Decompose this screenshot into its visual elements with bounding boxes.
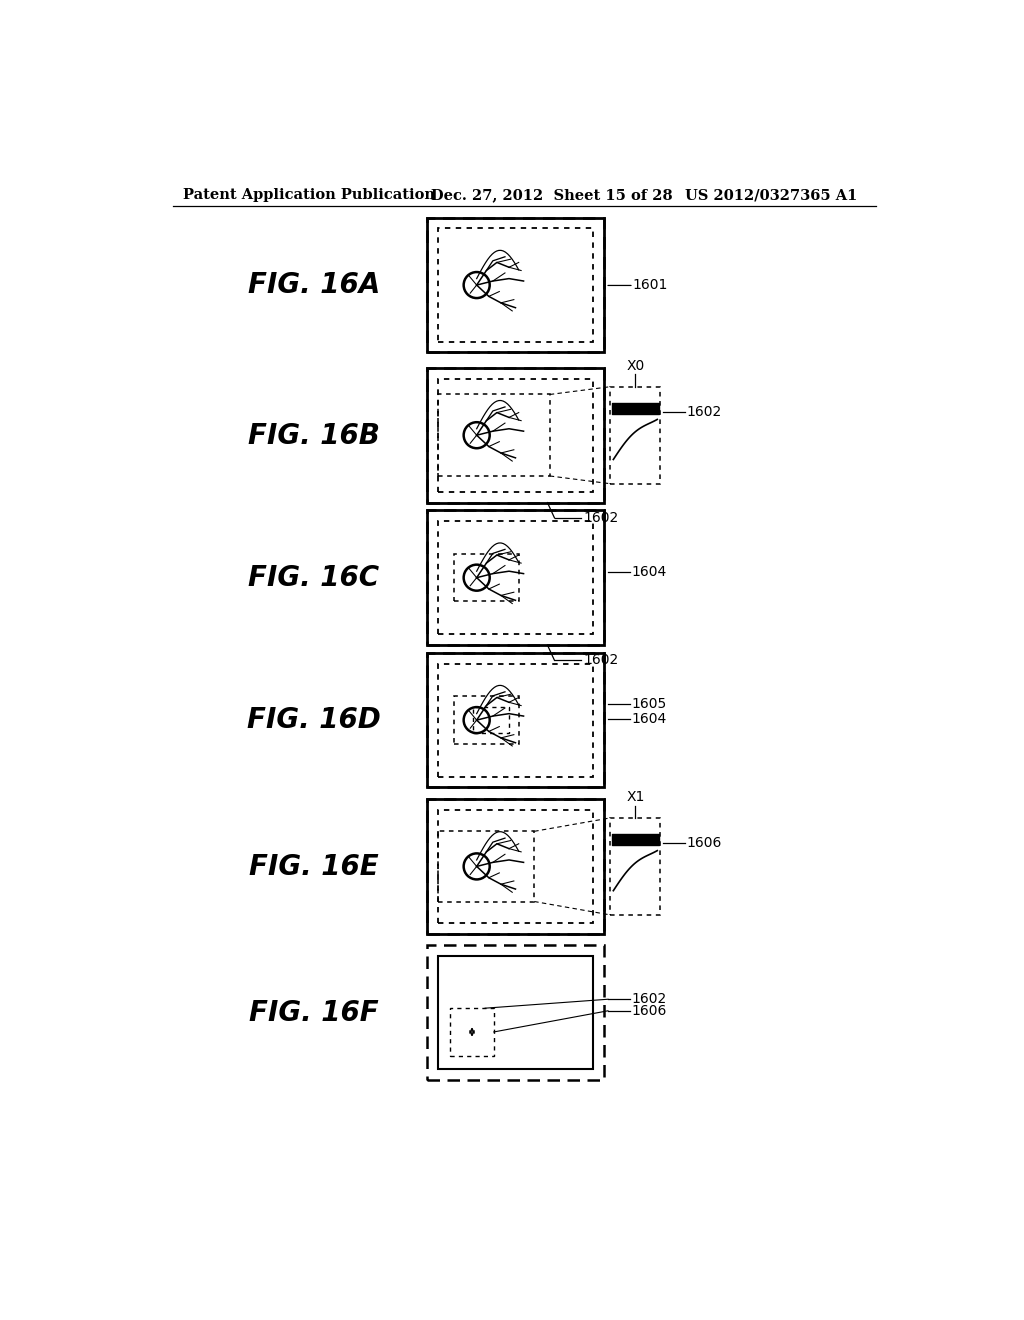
- Bar: [610, 387, 660, 483]
- Bar: [427, 653, 604, 788]
- Bar: [427, 218, 604, 352]
- Bar: [438, 395, 550, 477]
- Text: 1602: 1602: [583, 511, 618, 525]
- Bar: [427, 653, 604, 788]
- Bar: [438, 832, 535, 902]
- Text: FIG. 16C: FIG. 16C: [248, 564, 379, 593]
- Bar: [427, 368, 604, 503]
- Bar: [438, 810, 593, 923]
- Text: 1604: 1604: [631, 565, 667, 579]
- Text: 1606: 1606: [631, 1003, 667, 1018]
- Text: FIG. 16A: FIG. 16A: [248, 272, 380, 300]
- Bar: [427, 945, 604, 1080]
- Bar: [438, 379, 593, 492]
- Bar: [451, 1008, 494, 1056]
- Text: 1602: 1602: [583, 653, 618, 668]
- Text: 1602: 1602: [631, 993, 667, 1006]
- Bar: [438, 228, 593, 342]
- Bar: [454, 697, 519, 744]
- Text: 1605: 1605: [631, 697, 667, 710]
- Text: 1601: 1601: [633, 279, 668, 293]
- Text: Dec. 27, 2012  Sheet 15 of 28: Dec. 27, 2012 Sheet 15 of 28: [431, 189, 673, 202]
- Bar: [427, 511, 604, 645]
- Text: Patent Application Publication: Patent Application Publication: [183, 189, 435, 202]
- Bar: [438, 521, 593, 635]
- Text: 1602: 1602: [686, 404, 722, 418]
- Bar: [427, 799, 604, 933]
- Bar: [610, 818, 660, 915]
- Text: FIG. 16D: FIG. 16D: [247, 706, 381, 734]
- Bar: [427, 218, 604, 352]
- Bar: [473, 708, 509, 734]
- Bar: [427, 368, 604, 503]
- Text: X0: X0: [626, 359, 644, 372]
- Text: 1604: 1604: [631, 711, 667, 726]
- Text: FIG. 16E: FIG. 16E: [249, 853, 379, 880]
- Bar: [427, 511, 604, 645]
- Text: FIG. 16B: FIG. 16B: [248, 421, 380, 450]
- Bar: [438, 956, 593, 1069]
- Text: FIG. 16F: FIG. 16F: [249, 999, 379, 1027]
- Bar: [438, 664, 593, 776]
- Text: US 2012/0327365 A1: US 2012/0327365 A1: [685, 189, 857, 202]
- Text: 1606: 1606: [686, 836, 722, 850]
- Bar: [427, 799, 604, 933]
- Text: X1: X1: [626, 791, 644, 804]
- Bar: [454, 554, 519, 602]
